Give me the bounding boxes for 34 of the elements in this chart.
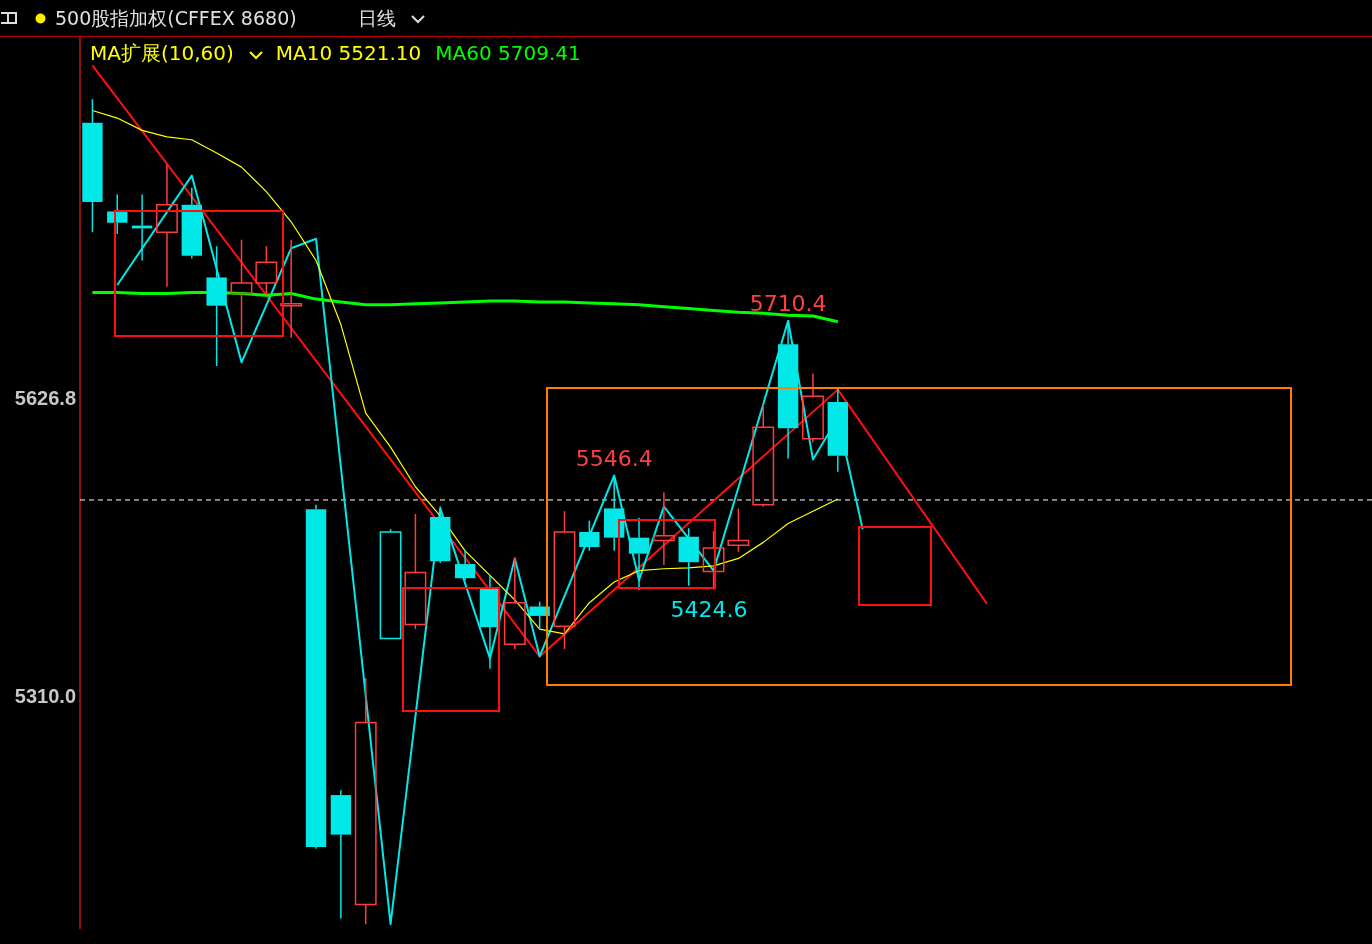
text: MA60 5709.41 [435,41,581,65]
candlestick [727,507,750,553]
candlestick [305,503,327,850]
candlestick [181,187,202,260]
text: MA10 5521.10 [275,41,422,65]
candlestick [330,789,352,920]
candlestick [230,238,253,336]
chart-subtitle: 日线 [358,6,396,31]
candlestick [454,549,476,581]
candlestick [503,556,526,650]
candlestick [604,474,625,552]
candlestick [777,319,799,460]
candlestick [255,245,278,297]
candlestick [206,245,227,367]
candlestick [827,387,848,473]
chart-title: 500股指加权(CFFEX 8680) [55,6,297,31]
candlestick [354,677,377,925]
annotation: 5546.4 [575,445,653,471]
candlestick [802,372,824,444]
legend-title: MA扩展(10,60) [90,41,234,65]
candlestick [652,491,675,566]
y-tick-label: 5310.0 [14,685,76,708]
candlestick [553,510,576,650]
candlestick [678,527,699,587]
candlestick [280,238,303,339]
candlestick [702,530,725,591]
candlestick [156,163,178,288]
annotation: 5710.4 [749,291,827,317]
candlestick [82,98,103,233]
candlestick [628,517,650,591]
annotation: 5424.6 [670,596,748,622]
candlestick [404,513,427,630]
candlestick [752,403,775,508]
y-tick-label: 5626.8 [14,386,76,409]
